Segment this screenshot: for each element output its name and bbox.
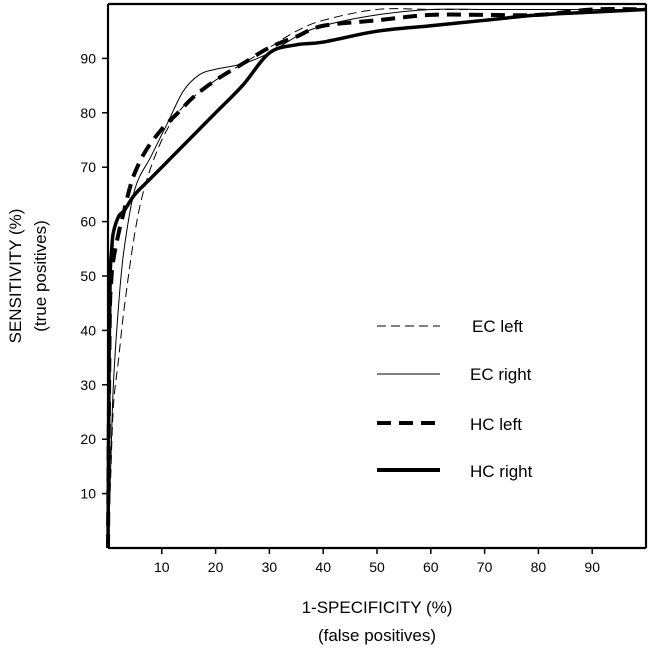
x-tick-label: 70	[477, 559, 493, 575]
series-line-ec-left	[107, 8, 646, 549]
series-line-ec-right	[107, 8, 646, 549]
axis-titles: 1-SPECIFICITY (%) (false positives) SENS…	[6, 209, 452, 645]
y-tick-label: 80	[80, 105, 96, 121]
legend-label-hc-left: HC left	[470, 415, 522, 434]
x-tick-label: 40	[315, 559, 331, 575]
x-tick-label: 10	[154, 559, 170, 575]
x-tick-label: 30	[262, 559, 278, 575]
x-axis-subtitle: (false positives)	[318, 626, 436, 645]
series-lines	[106, 7, 647, 549]
y-tick-label: 40	[80, 322, 96, 338]
legend-label-ec-right: EC right	[470, 365, 532, 384]
legend-label-hc-right: HC right	[470, 462, 533, 481]
y-axis-title: SENSITIVITY (%)	[6, 209, 25, 344]
x-tick-label: 60	[423, 559, 439, 575]
legend-label-ec-left: EC left	[472, 317, 523, 336]
x-tick-label: 50	[369, 559, 385, 575]
y-axis-subtitle: (true positives)	[31, 220, 50, 331]
y-tick-label: 50	[80, 268, 96, 284]
legend: EC left EC right HC left HC right	[377, 317, 533, 481]
x-axis-title: 1-SPECIFICITY (%)	[302, 598, 453, 617]
series-line-hc-right	[106, 7, 647, 549]
series-line-hc-left	[106, 7, 647, 549]
y-tick-label: 20	[80, 431, 96, 447]
x-tick-label: 20	[208, 559, 224, 575]
y-tick-label: 60	[80, 214, 96, 230]
x-tick-label: 80	[531, 559, 547, 575]
y-tick-label: 70	[80, 159, 96, 175]
y-tick-label: 10	[80, 486, 96, 502]
plot-frame	[106, 2, 648, 550]
y-tick-label: 90	[80, 50, 96, 66]
y-tick-label: 30	[80, 377, 96, 393]
axis-ticks: 10 20 30 40 50 60 70 80 90 10 20 30 40 50 60 70 80 90	[80, 50, 600, 575]
x-tick-label: 90	[584, 559, 600, 575]
